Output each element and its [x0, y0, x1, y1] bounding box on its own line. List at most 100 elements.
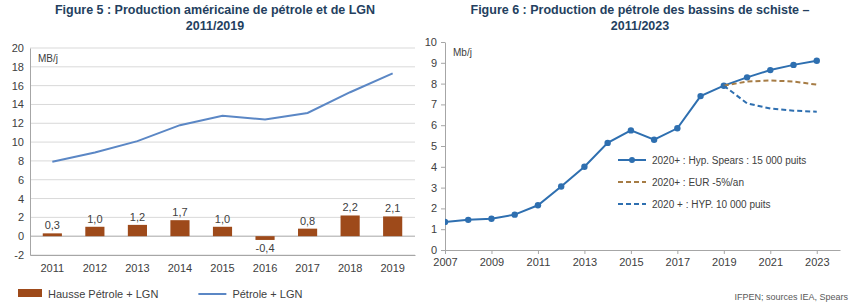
grid-line	[30, 66, 415, 67]
bar	[170, 220, 189, 236]
tick-label: 5	[431, 140, 437, 152]
legend-label: Hausse Pétrole + LGN	[48, 288, 158, 300]
legend-label: 2020+ : Hyp. Spears : 15 000 puits	[652, 155, 806, 166]
tick: 3	[431, 182, 445, 194]
tick-label: 2013	[573, 256, 597, 268]
marker	[445, 219, 448, 225]
marker	[814, 58, 820, 64]
tick-label: 2018	[338, 262, 362, 274]
tick-mark	[770, 250, 771, 254]
grid-line	[30, 179, 415, 180]
chart-title: Figure 6 : Production de pétrole des bas…	[471, 3, 810, 17]
tick: 2019	[712, 250, 736, 268]
tick-mark	[441, 125, 445, 126]
tick-mark	[631, 250, 632, 254]
axis-unit: MB/j	[38, 53, 58, 64]
bar	[383, 216, 402, 236]
plot-area	[445, 58, 820, 226]
bar	[341, 215, 360, 236]
grid-line	[30, 85, 415, 86]
tick-label: 2	[18, 211, 24, 223]
tick-label: 6	[18, 174, 24, 186]
tick: 10	[425, 36, 445, 48]
tick: 6	[431, 119, 445, 131]
marker	[744, 74, 750, 80]
tick-label: -2	[14, 249, 24, 261]
data-label: 2,2	[342, 201, 357, 213]
tick-mark	[441, 146, 445, 147]
tick-label: 4	[18, 193, 24, 205]
marker	[767, 67, 773, 73]
data-label: 1,0	[87, 213, 102, 225]
figure: Figure 5 : Production américaine de pétr…	[0, 0, 853, 307]
tick: 2016	[253, 255, 277, 274]
line	[445, 61, 817, 222]
tick-label: 2015	[619, 256, 643, 268]
marker	[697, 93, 703, 99]
tick-label: 2017	[666, 256, 690, 268]
axis-unit: Mb/j	[453, 47, 472, 58]
legend-label: 2020 + : HYP. 10 000 puits	[652, 199, 771, 210]
tick: 2007	[433, 250, 457, 268]
tick-mark	[538, 250, 539, 254]
tick-mark	[441, 229, 445, 230]
marker	[535, 202, 541, 208]
x-axis: 201120122013201420152016201720182019	[31, 255, 416, 274]
grid-line	[30, 255, 415, 256]
tick-mark	[441, 42, 445, 43]
tick-label: 8	[18, 155, 24, 167]
tick-label: 2019	[380, 262, 404, 274]
data-label: -0,4	[256, 242, 275, 254]
tick-mark	[817, 250, 818, 254]
tick-label: 9	[431, 57, 437, 69]
tick-label: 2016	[253, 262, 277, 274]
tick: 14	[12, 98, 30, 110]
tick-mark	[677, 250, 678, 254]
legend-swatch	[618, 203, 646, 205]
marker	[581, 164, 587, 170]
axis-line	[30, 49, 31, 256]
tick-mark	[441, 250, 445, 251]
axis-line	[446, 250, 841, 251]
marker	[512, 211, 518, 217]
tick-label: 2007	[433, 256, 457, 268]
tick-label: 10	[425, 36, 437, 48]
line	[724, 80, 817, 85]
tick: 2013	[125, 255, 149, 274]
bar	[85, 227, 104, 236]
tick-mark	[441, 167, 445, 168]
grid-line	[30, 160, 415, 161]
tick: 2	[431, 202, 445, 214]
tick: 2	[18, 211, 30, 223]
tick-label: 2011	[41, 262, 65, 274]
data-label: 0,8	[300, 215, 315, 227]
data-label: 0,3	[45, 219, 60, 231]
legend-swatch	[18, 289, 42, 297]
tick-label: 2011	[527, 256, 551, 268]
tick-label: 8	[431, 78, 437, 90]
tick: 7	[431, 98, 445, 110]
tick: 2017	[666, 250, 690, 268]
tick: 2019	[380, 255, 404, 274]
tick-mark	[441, 208, 445, 209]
tick: 8	[431, 78, 445, 90]
tick-label: 2019	[712, 256, 736, 268]
chart-title: 2011/2019	[186, 19, 244, 33]
tick: 12	[12, 117, 30, 129]
tick-label: 2012	[83, 262, 107, 274]
tick: 2012	[83, 255, 107, 274]
tick-label: 2017	[295, 262, 319, 274]
tick: 9	[431, 57, 445, 69]
legend: Hausse Pétrole + LGNPétrole + LGN	[18, 288, 302, 300]
tick-label: 2009	[480, 256, 504, 268]
tick: 8	[18, 155, 30, 167]
data-labels: 0,31,01,21,71,0-0,40,82,22,1	[45, 201, 401, 253]
grid-line	[30, 104, 415, 105]
line	[724, 86, 817, 112]
tick: 2017	[295, 255, 319, 274]
marker	[628, 127, 634, 133]
source-note: IFPEN; sources IEA, Spears	[734, 292, 848, 302]
data-label: 1,0	[215, 213, 230, 225]
tick-mark	[445, 250, 446, 254]
tick: 2014	[168, 255, 192, 274]
